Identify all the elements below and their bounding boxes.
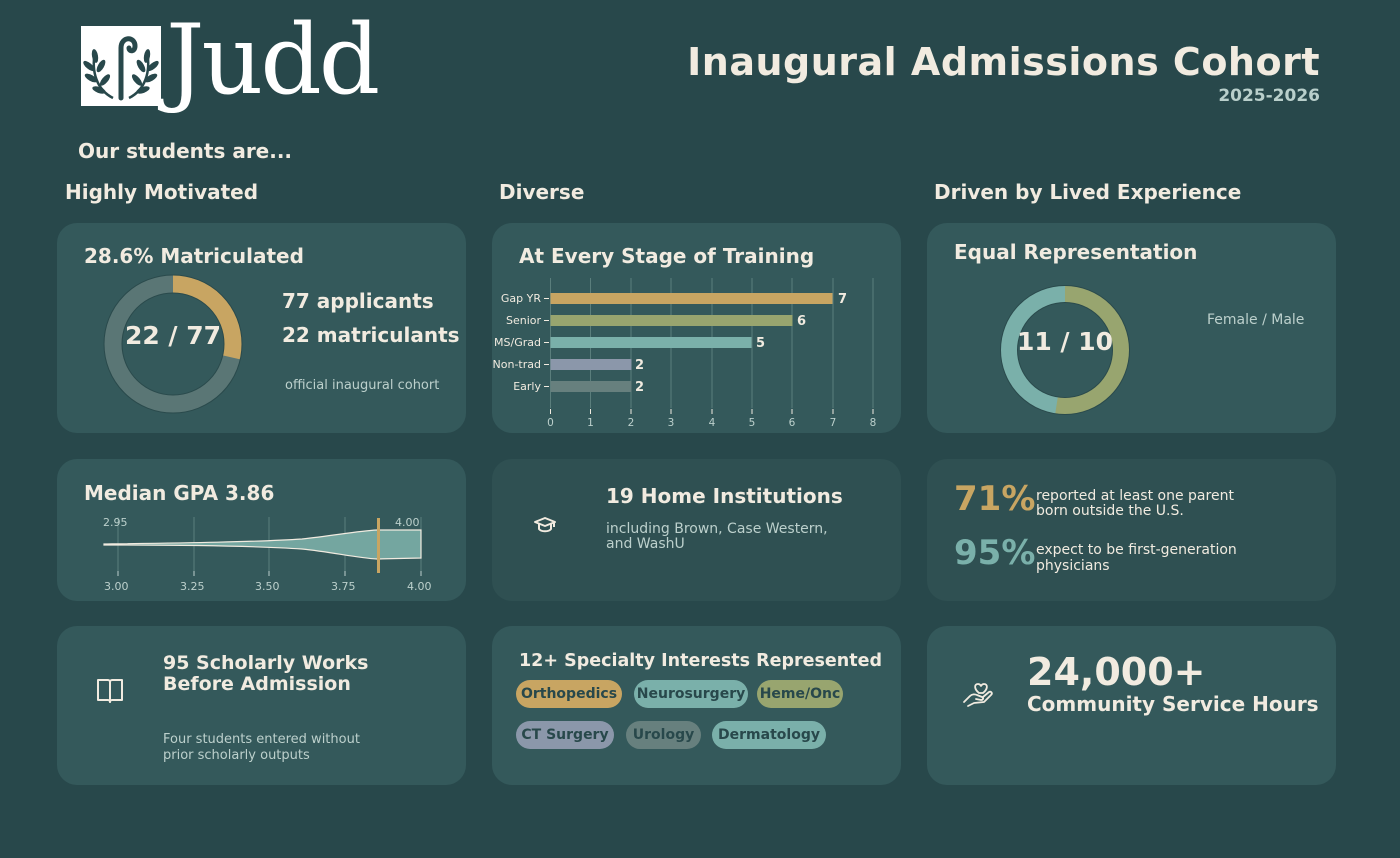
training-stage-title: At Every Stage of Training [519,244,815,268]
service-hours-value: 24,000+ [1027,650,1206,694]
matriculation-center-label: 22 / 77 [124,321,222,350]
svg-text:MS/Grad: MS/Grad [494,336,541,349]
gender-card: Equal Representation 11 / 10 Female / Ma… [927,223,1336,433]
gpa-max-label: 4.00 [395,516,420,529]
gpa-tick: 3.00 [104,580,129,593]
svg-text:Early: Early [513,380,541,393]
first-gen-description: expect to be first-generation physicians [1036,542,1237,574]
immigrant-parent-description: reported at least one parent born outsid… [1036,489,1234,519]
gender-legend: Female / Male [1207,312,1305,328]
svg-text:Senior: Senior [506,314,542,327]
column-heading-lived-experience: Driven by Lived Experience [934,180,1242,204]
cohort-year: 2025-2026 [1218,86,1320,106]
immigrant-parent-percent: 71% [954,479,1036,519]
scholarly-note: Four students entered without prior scho… [163,732,360,764]
specialty-pill-urology: Urology [626,721,701,749]
svg-text:2: 2 [635,380,644,395]
institutions-subtitle-line2: and WashU [606,536,685,552]
gpa-tick: 3.50 [255,580,280,593]
page-title: Inaugural Admissions Cohort [687,40,1320,84]
column-heading-diverse: Diverse [499,180,585,204]
scholarly-works-card: 95 Scholarly Works Before Admission Four… [57,626,466,785]
specialty-pill-heme-onc: Heme/Onc [757,680,843,708]
svg-text:0: 0 [547,417,554,429]
specialties-card: 12+ Specialty Interests Represented Orth… [492,626,901,785]
stat2-line1: expect to be first-generation [1036,542,1237,558]
gpa-violin-chart [103,517,422,576]
training-stage-bar-chart: Gap YR Senior MS/Grad Non-trad Early 7 6… [493,278,877,429]
institutions-subtitle-line1: including Brown, Case Western, [606,521,828,537]
gpa-min-label: 2.95 [103,516,128,529]
specialty-pill-ct-surgery: CT Surgery [516,721,614,749]
specialty-pill-orthopedics: Orthopedics [516,680,622,708]
cohort-note: official inaugural cohort [285,378,440,393]
svg-text:Gap YR: Gap YR [501,292,541,305]
hand-heart-icon [963,683,993,707]
service-hours-label: Community Service Hours [1027,692,1319,716]
applicants-count: 77 applicants [282,289,434,313]
gender-donut-chart [1000,285,1130,415]
first-gen-percent: 95% [954,533,1036,573]
gpa-tick: 4.00 [407,580,432,593]
svg-text:Non-trad: Non-trad [493,358,541,371]
institutions-card: 19 Home Institutions including Brown, Ca… [492,459,901,601]
scholarly-note-line2: prior scholarly outputs [163,748,310,763]
gpa-title: Median GPA 3.86 [84,481,275,505]
specialty-pill-dermatology: Dermatology [712,721,826,749]
logo-wordmark: Judd [166,4,380,116]
gpa-tick: 3.75 [331,580,356,593]
gender-title: Equal Representation [954,240,1198,264]
stat2-line2: physicians [1036,558,1110,574]
scholarly-title-line2: Before Admission [163,673,351,695]
specialty-pill-neurosurgery: Neurosurgery [634,680,748,708]
svg-text:5: 5 [756,336,765,351]
svg-text:7: 7 [838,292,847,307]
matriculation-title: 28.6% Matriculated [84,244,304,268]
scholarly-title-line1: 95 Scholarly Works [163,652,369,674]
svg-text:2: 2 [628,417,635,429]
svg-text:6: 6 [789,417,796,429]
scholarly-works-title: 95 Scholarly Works Before Admission [163,653,368,695]
gender-center-label: 11 / 10 [1016,327,1114,356]
community-service-card: 24,000+ Community Service Hours [927,626,1336,785]
gpa-card: Median GPA 3.86 2.95 4.00 3.00 3.25 3.50… [57,459,466,601]
svg-text:5: 5 [749,417,756,429]
crozier-laurel-icon [83,36,159,101]
svg-text:4: 4 [709,417,716,429]
intro-heading: Our students are... [78,139,293,163]
stat1-line1: reported at least one parent [1036,488,1234,504]
open-book-icon [97,679,123,703]
svg-text:7: 7 [830,417,837,429]
specialties-title: 12+ Specialty Interests Represented [519,651,883,671]
svg-text:3: 3 [668,417,675,429]
institutions-title: 19 Home Institutions [606,484,843,508]
lived-experience-card: 71% reported at least one parent born ou… [927,459,1336,601]
stat1-line2: born outside the U.S. [1036,503,1184,519]
training-stage-card: At Every Stage of Training Gap YR Senior… [492,223,901,433]
svg-text:8: 8 [870,417,877,429]
svg-text:6: 6 [797,314,806,329]
graduation-cap-icon [534,517,556,533]
svg-text:1: 1 [587,417,594,429]
scholarly-note-line1: Four students entered without [163,732,360,747]
matriculation-donut-chart [103,274,243,414]
matriculants-count: 22 matriculants [282,323,460,347]
matriculation-card: 28.6% Matriculated 22 / 77 77 applicants… [57,223,466,433]
logo-emblem [81,26,161,106]
column-heading-motivated: Highly Motivated [65,180,259,204]
svg-text:2: 2 [635,358,644,373]
gpa-tick: 3.25 [180,580,205,593]
